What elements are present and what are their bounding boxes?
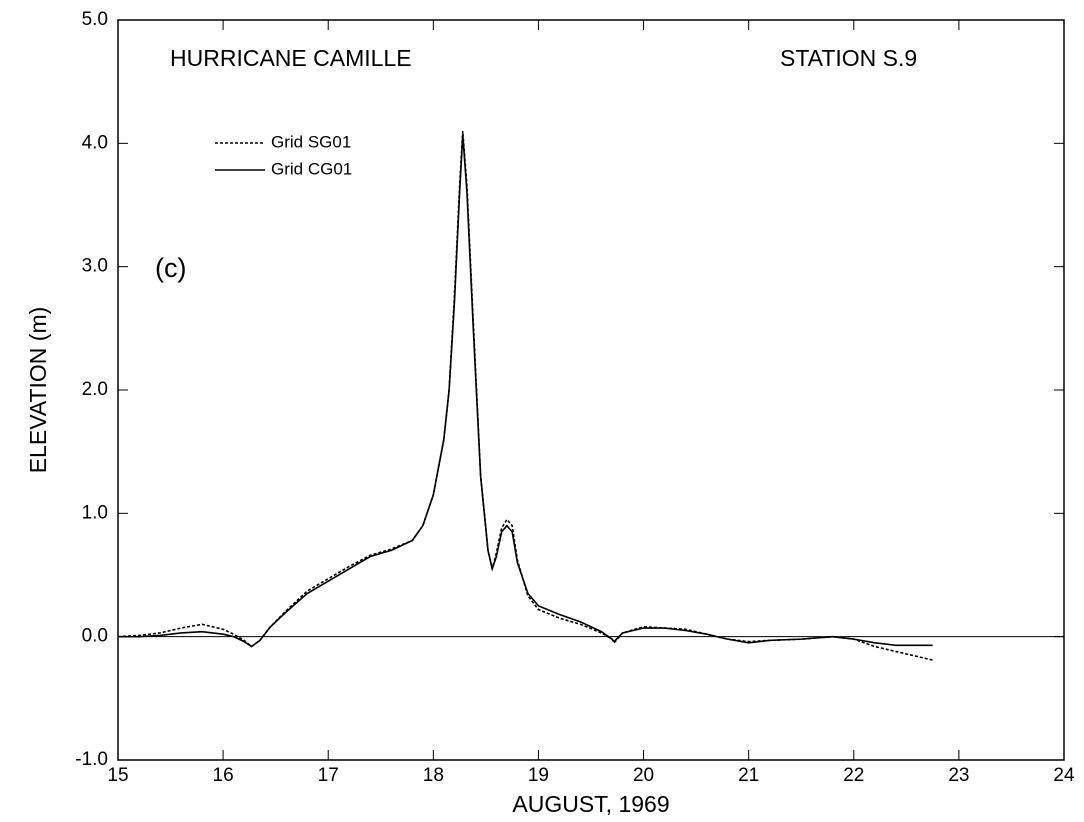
series-line — [118, 134, 933, 648]
annotation: HURRICANE CAMILLE — [170, 45, 412, 71]
x-tick-label: 21 — [738, 765, 759, 786]
y-tick-label: 4.0 — [82, 132, 108, 153]
legend-label: Grid CG01 — [271, 159, 352, 178]
x-tick-label: 16 — [213, 765, 234, 786]
x-axis-label: AUGUST, 1969 — [512, 791, 669, 817]
annotation: (c) — [155, 253, 186, 283]
y-axis-label: ELEVATION (m) — [25, 307, 51, 474]
plot-frame — [117, 19, 1065, 761]
x-tick-label: 23 — [948, 765, 969, 786]
x-tick-label: 18 — [423, 765, 444, 786]
x-tick-label: 24 — [1053, 765, 1075, 786]
y-tick-label: 3.0 — [82, 256, 108, 277]
y-tick-label: 0.0 — [82, 626, 108, 647]
y-tick-label: 2.0 — [82, 379, 108, 400]
series-line — [117, 130, 933, 661]
legend-label: Grid SG01 — [271, 132, 351, 151]
x-tick-label: 15 — [107, 765, 128, 786]
y-tick-label: 1.0 — [82, 502, 108, 523]
x-tick-label: 19 — [528, 765, 549, 786]
y-tick-label: -1.0 — [75, 749, 108, 770]
y-tick-label: 5.0 — [82, 9, 108, 30]
x-tick-label: 22 — [843, 765, 864, 786]
x-tick-label: 17 — [318, 765, 339, 786]
annotation: STATION S.9 — [780, 45, 917, 71]
x-tick-label: 20 — [633, 765, 654, 786]
